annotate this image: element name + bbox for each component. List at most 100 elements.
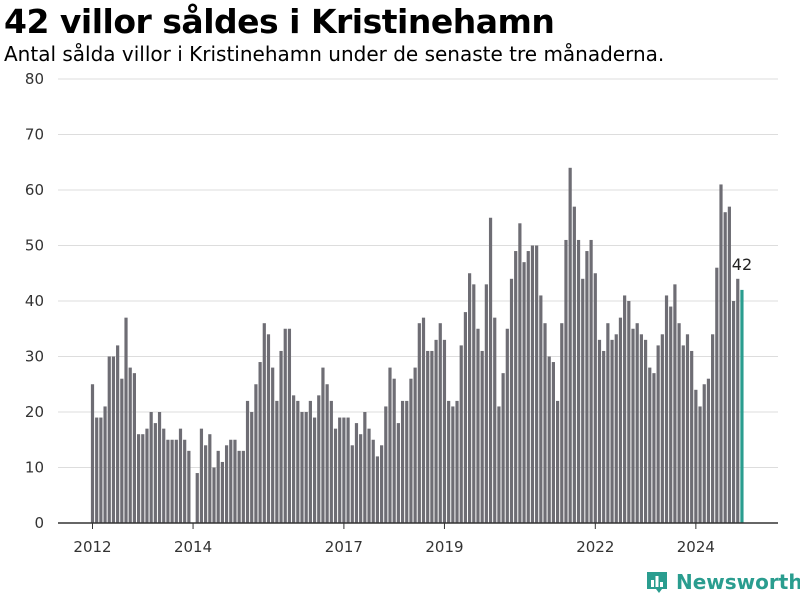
bar [426,350,430,523]
bar [656,345,660,523]
bar [116,345,120,523]
bar [296,400,300,523]
bar [346,417,350,523]
bar [514,251,518,524]
bar [90,384,95,523]
bar [354,423,359,523]
bar [476,328,480,523]
bar [417,323,421,523]
bar [488,217,493,523]
bar [145,428,149,523]
bar [623,295,627,523]
bar-highlight [740,289,744,523]
bar [350,445,354,523]
bar [233,439,237,523]
bar [505,328,509,523]
bar [271,367,275,523]
x-tick-label: 2019 [425,538,463,556]
bar [643,339,648,523]
bar [711,334,715,523]
bar [681,345,685,523]
bar [199,428,204,523]
bar [409,378,413,523]
bar [367,428,371,523]
bar [547,356,551,523]
bar [606,323,610,523]
bar [522,262,526,523]
y-tick-label: 40 [25,292,44,310]
bar [564,239,568,523]
bar [463,312,468,523]
bar [262,323,266,523]
bar [279,350,283,523]
bar [170,439,174,523]
bar [250,412,254,523]
bar [359,434,363,523]
bar [539,295,543,523]
x-tick-label: 2012 [73,538,111,556]
bar [581,278,585,523]
bar [627,301,631,523]
bar [153,423,157,523]
bar [631,328,635,523]
y-tick-label: 30 [25,348,44,366]
bar [669,306,673,523]
bar [396,423,400,523]
bar [283,328,287,523]
bar [736,278,740,523]
bar [166,439,170,523]
bar [363,412,367,523]
brand-name: Newsworthy [676,570,800,594]
bar [664,295,669,523]
bar [254,384,258,523]
bar [128,367,132,523]
bar [501,373,505,523]
bar [685,334,690,523]
bar [371,439,375,523]
bar [304,412,308,523]
bar [702,384,706,523]
bar [338,417,342,523]
bar [413,367,417,523]
bar [568,167,572,524]
bar [333,428,338,523]
bar [451,406,455,523]
bar [400,400,405,523]
y-tick-label: 60 [25,181,44,199]
bar [434,339,438,523]
bar [690,350,694,523]
y-tick-label: 80 [25,70,44,88]
bar [493,317,497,523]
bar [317,395,321,523]
bar [111,356,116,523]
bar [660,334,664,523]
x-tick-label: 2017 [325,538,363,556]
bar [237,450,241,523]
x-tick-label: 2014 [174,538,212,556]
bar [442,339,447,523]
bar [438,323,442,523]
bar [652,373,656,523]
bar [497,406,501,523]
bar [698,406,702,523]
bar [388,367,392,523]
bar [484,284,488,523]
bar [384,406,388,523]
bar [731,301,736,523]
x-tick-label: 2024 [677,538,715,556]
bar [380,445,384,523]
bar [124,317,128,523]
y-tick-label: 70 [25,126,44,144]
bar [132,373,136,523]
bar [560,323,564,523]
y-tick-label: 20 [25,403,44,421]
bar [459,345,463,523]
bar [618,317,623,523]
bar [715,267,719,523]
bar [229,439,233,523]
y-tick-label: 10 [25,459,44,477]
newsworthy-logo-icon [647,572,667,593]
bar [195,473,199,523]
bar [694,389,698,523]
bar [224,445,229,523]
